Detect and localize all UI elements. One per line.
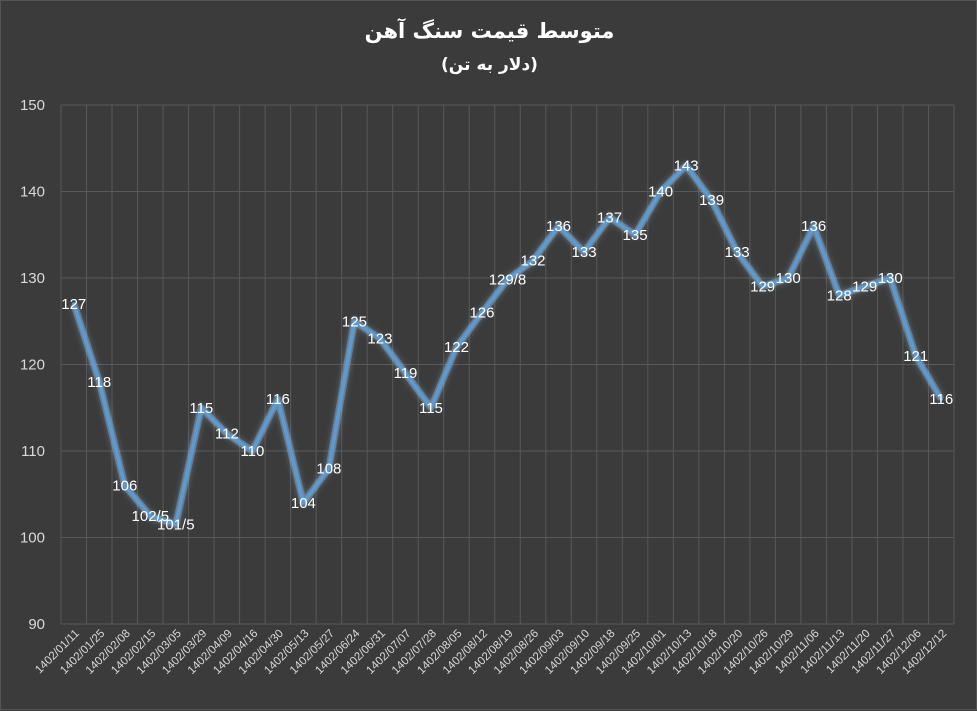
chart-subtitle: (دلار به تن) [441,55,538,75]
data-label: 136 [801,218,826,235]
data-label: 102/5 [132,508,170,525]
y-tick-label: 110 [21,443,45,460]
data-label: 129 [750,279,775,296]
series [70,162,945,528]
data-label: 126 [469,305,494,322]
data-label: 127 [61,296,86,313]
data-label: 135 [623,227,648,244]
data-label: 118 [87,374,111,391]
data-label: 137 [597,209,622,226]
data-label: 101/5 [157,517,195,534]
x-axis: 1402/01/111402/01/251402/02/081402/02/15… [33,627,949,677]
data-label: 121 [903,348,928,365]
data-label: 106 [112,478,137,495]
data-label: 128 [827,287,852,304]
data-labels: 127118106102/5101/5115112110116104108125… [61,158,953,534]
data-label: 139 [699,192,724,209]
data-label: 125 [342,313,367,330]
grid [60,104,955,625]
data-label: 133 [572,244,597,261]
data-label: 116 [929,391,953,408]
data-label: 132 [520,253,545,270]
y-tick-label: 140 [20,184,45,201]
data-label: 129 [852,279,877,296]
data-label: 129/8 [489,272,527,289]
data-label: 110 [240,443,264,460]
data-label: 112 [215,426,239,443]
data-label: 115 [189,400,213,417]
data-label: 116 [266,391,290,408]
data-label: 115 [419,400,443,417]
chart-title: متوسط قیمت سنگ آهن [364,19,615,43]
y-tick-label: 130 [20,270,45,287]
data-label: 136 [546,218,571,235]
data-label: 122 [444,339,469,356]
y-tick-label: 120 [20,357,45,374]
y-tick-label: 100 [20,530,45,547]
data-label: 140 [648,184,673,201]
y-tick-label: 90 [28,616,45,633]
data-label: 104 [291,495,316,512]
data-label: 123 [367,331,392,348]
series-line [72,163,943,527]
y-axis: 90 100 110 120 130 140 150 [20,97,45,633]
data-label: 133 [725,244,750,261]
data-label: 143 [674,158,699,175]
data-label: 108 [316,460,341,477]
data-label: 130 [878,270,903,287]
y-tick-label: 150 [20,97,45,114]
data-label: 119 [393,365,417,382]
data-label: 130 [776,270,801,287]
